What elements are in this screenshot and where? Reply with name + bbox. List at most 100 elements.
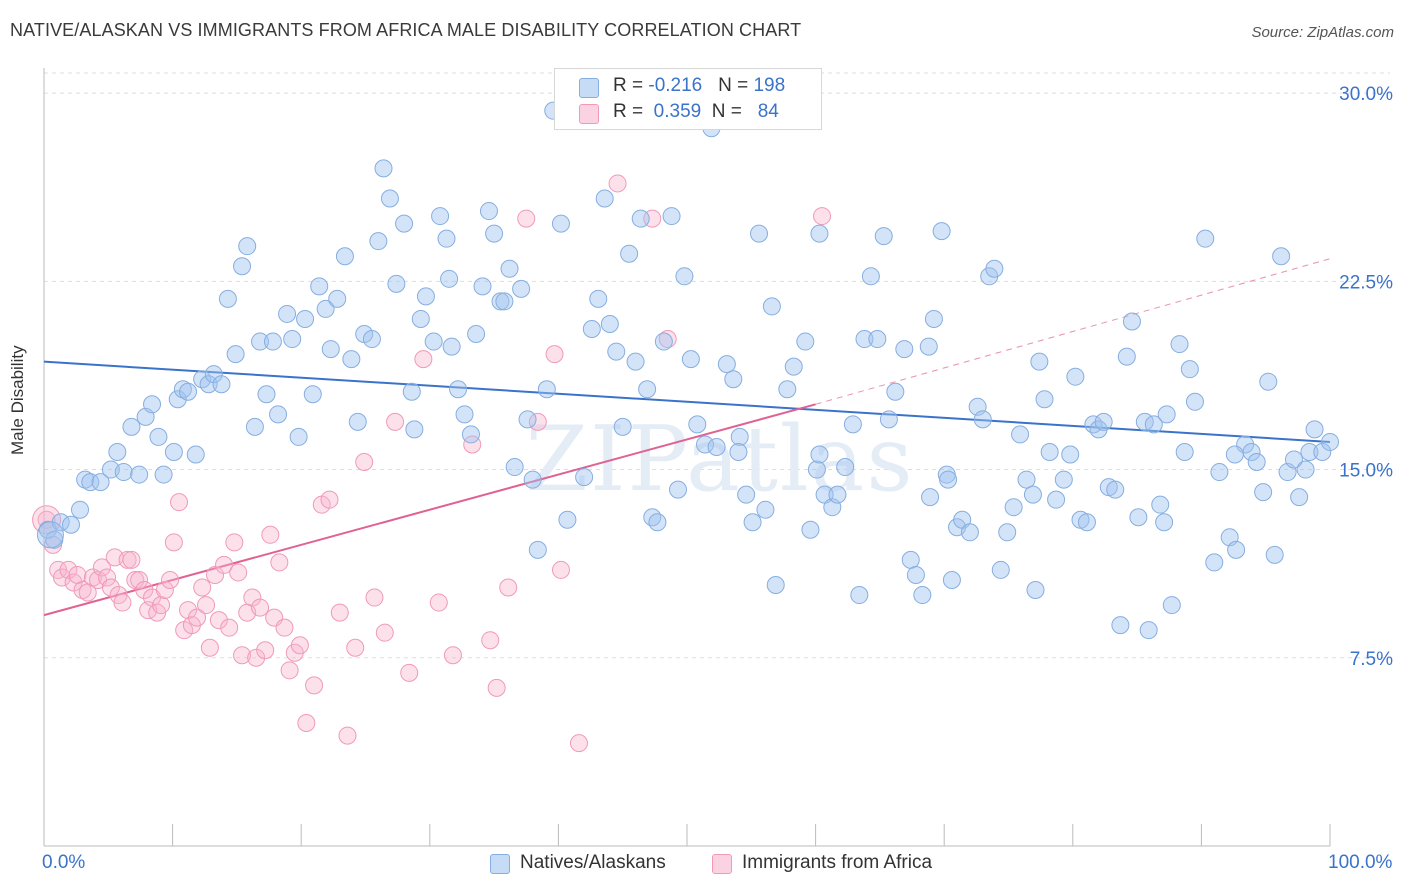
legend-label: Immigrants from Africa xyxy=(742,852,933,873)
point-natives xyxy=(1162,596,1181,615)
point-natives xyxy=(919,337,938,356)
point-natives xyxy=(960,523,979,542)
point-natives xyxy=(1170,335,1189,354)
point-africa xyxy=(118,550,137,569)
point-africa xyxy=(338,726,357,745)
trend-line-africa-extension xyxy=(815,258,1331,405)
point-natives xyxy=(973,410,992,429)
point-natives xyxy=(218,289,237,308)
point-natives xyxy=(762,297,781,316)
point-natives xyxy=(582,320,601,339)
chart-title: NATIVE/ALASKAN VS IMMIGRANTS FROM AFRICA… xyxy=(10,20,802,40)
point-africa xyxy=(346,638,365,657)
point-natives xyxy=(1196,229,1215,248)
point-natives xyxy=(626,352,645,371)
point-natives xyxy=(901,550,920,569)
point-natives xyxy=(1139,621,1158,640)
point-natives xyxy=(743,513,762,532)
point-africa xyxy=(193,578,212,597)
point-natives xyxy=(278,304,297,323)
point-natives xyxy=(1094,412,1113,431)
point-africa xyxy=(215,555,234,574)
point-natives xyxy=(998,523,1017,542)
point-natives xyxy=(613,417,632,436)
point-natives xyxy=(233,257,252,276)
point-natives xyxy=(675,267,694,286)
point-africa xyxy=(414,350,433,369)
point-africa xyxy=(365,588,384,607)
n-value: 84 xyxy=(757,101,779,122)
point-natives xyxy=(342,350,361,369)
point-natives xyxy=(380,189,399,208)
point-natives xyxy=(724,370,743,389)
point-natives xyxy=(485,224,504,243)
point-natives xyxy=(1117,347,1136,366)
point-natives xyxy=(440,269,459,288)
n-label: N = xyxy=(711,101,748,122)
point-africa xyxy=(270,553,289,572)
point-natives xyxy=(1155,513,1174,532)
point-natives xyxy=(1111,616,1130,635)
point-natives xyxy=(91,473,110,492)
point-africa xyxy=(220,618,239,637)
point-africa xyxy=(261,525,280,544)
point-africa xyxy=(197,596,216,615)
point-natives xyxy=(374,159,393,178)
point-natives xyxy=(638,380,657,399)
point-natives xyxy=(512,279,531,298)
x-tick-label-max: 100.0% xyxy=(1328,852,1393,873)
point-africa xyxy=(320,490,339,509)
point-natives xyxy=(179,382,198,401)
legend-swatch-pink xyxy=(579,104,599,124)
point-natives xyxy=(737,485,756,504)
point-natives xyxy=(1300,442,1319,461)
point-africa xyxy=(229,563,248,582)
point-natives xyxy=(283,330,302,349)
point-natives xyxy=(1254,483,1273,502)
point-natives xyxy=(895,340,914,359)
point-natives xyxy=(328,289,347,308)
point-natives xyxy=(1272,247,1291,266)
point-natives xyxy=(316,299,335,318)
point-africa xyxy=(499,578,518,597)
trend-line-africa xyxy=(43,403,816,617)
point-natives xyxy=(756,500,775,519)
point-natives xyxy=(335,247,354,266)
point-africa xyxy=(545,345,564,364)
point-natives xyxy=(226,345,245,364)
point-natives xyxy=(362,330,381,349)
point-africa xyxy=(487,678,506,697)
point-natives xyxy=(238,237,257,256)
point-africa xyxy=(330,603,349,622)
point-natives xyxy=(251,332,270,351)
point-natives xyxy=(1144,415,1163,434)
point-natives xyxy=(455,405,474,424)
n-value: 198 xyxy=(753,75,786,96)
point-natives xyxy=(1290,488,1309,507)
trend-line-natives xyxy=(43,360,1331,443)
point-africa xyxy=(164,533,183,552)
point-africa xyxy=(355,453,374,472)
point-natives xyxy=(1321,432,1339,451)
stats-legend: R = -0.216 N = 198 R = 0.359 N = 84 xyxy=(554,68,822,130)
y-axis-label: Male Disability xyxy=(8,345,27,455)
point-natives xyxy=(1061,445,1080,464)
point-natives xyxy=(1284,450,1303,469)
point-natives xyxy=(122,417,141,436)
point-natives xyxy=(528,540,547,559)
point-natives xyxy=(1225,445,1244,464)
point-natives xyxy=(1247,453,1266,472)
point-natives xyxy=(310,277,329,296)
point-natives xyxy=(81,473,100,492)
point-natives xyxy=(1259,372,1278,391)
point-natives xyxy=(1185,392,1204,411)
point-natives xyxy=(874,227,893,246)
point-africa xyxy=(170,493,189,512)
point-natives xyxy=(431,207,450,226)
point-africa xyxy=(152,596,171,615)
point-natives xyxy=(717,355,736,374)
point-natives-large xyxy=(36,521,64,549)
point-africa xyxy=(206,565,225,584)
point-africa xyxy=(188,608,207,627)
